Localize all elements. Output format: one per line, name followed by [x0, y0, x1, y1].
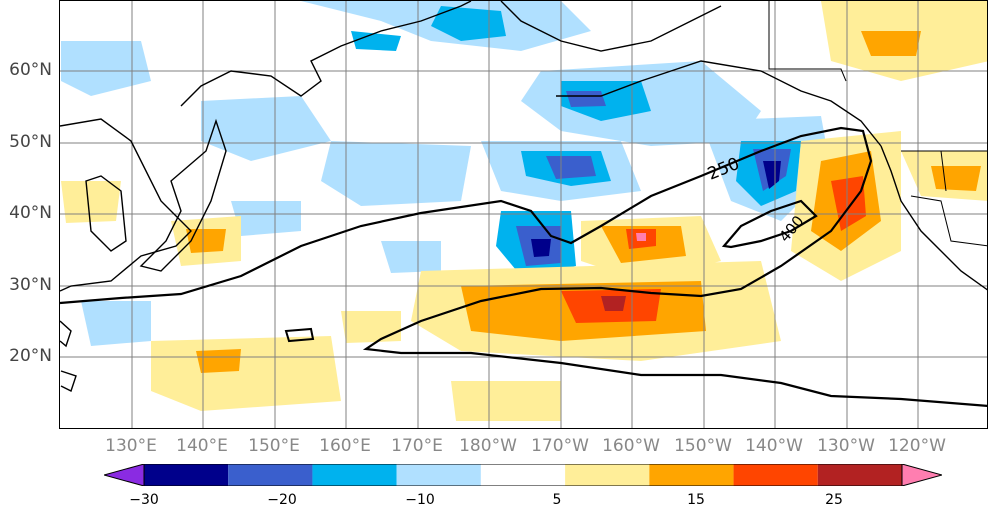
colorbar-segments	[143, 464, 903, 486]
lon-label-160e: 160°E	[319, 436, 371, 456]
lon-label-160w: 160°W	[602, 436, 660, 456]
colorbar-tick-minus30: −30	[129, 492, 159, 508]
political-borders	[768, 1, 987, 247]
colorbar-tick-15: 15	[687, 492, 705, 508]
lat-label-50n: 50°N	[9, 132, 52, 152]
lon-label-120w: 120°W	[888, 436, 946, 456]
colorbar-segment	[649, 464, 734, 486]
positive-anomaly-field	[61, 1, 987, 421]
colorbar	[104, 464, 942, 486]
lat-label-40n: 40°N	[9, 203, 52, 223]
colorbar-segment	[480, 464, 566, 486]
lon-label-140e: 140°E	[176, 436, 228, 456]
lat-label-30n: 30°N	[9, 275, 52, 295]
colorbar-tick-25: 25	[825, 492, 843, 508]
lon-label-170e: 170°E	[391, 436, 443, 456]
lon-label-180w: 180°W	[459, 436, 517, 456]
map-panel: 250 400	[59, 0, 988, 429]
colorbar-low-arrow	[104, 464, 145, 486]
lat-label-20n: 20°N	[9, 346, 52, 366]
lon-label-140w: 140°W	[745, 436, 803, 456]
colorbar-segment	[565, 464, 650, 486]
colorbar-segment	[817, 464, 902, 486]
coastlines	[60, 1, 987, 392]
colorbar-tick-minus20: −20	[267, 492, 297, 508]
colorbar-segment	[144, 464, 229, 486]
lat-label-60n: 60°N	[9, 60, 52, 80]
colorbar-segment	[312, 464, 397, 486]
lon-label-130w: 130°W	[817, 436, 875, 456]
colorbar-tick-minus10: −10	[405, 492, 435, 508]
map-canvas: 250 400	[60, 1, 987, 428]
colorbar-segment	[396, 464, 481, 486]
lon-label-130e: 130°E	[105, 436, 157, 456]
colorbar-tick-5: 5	[552, 492, 562, 508]
colorbar-segment	[733, 464, 818, 486]
lon-label-150w: 150°W	[674, 436, 732, 456]
contour-lines	[60, 126, 987, 407]
graticule	[60, 1, 987, 428]
lon-label-170w: 170°W	[531, 436, 589, 456]
colorbar-segment	[228, 464, 313, 486]
negative-anomaly-field	[61, 1, 831, 346]
lon-label-150e: 150°E	[248, 436, 300, 456]
colorbar-high-arrow	[901, 464, 942, 486]
